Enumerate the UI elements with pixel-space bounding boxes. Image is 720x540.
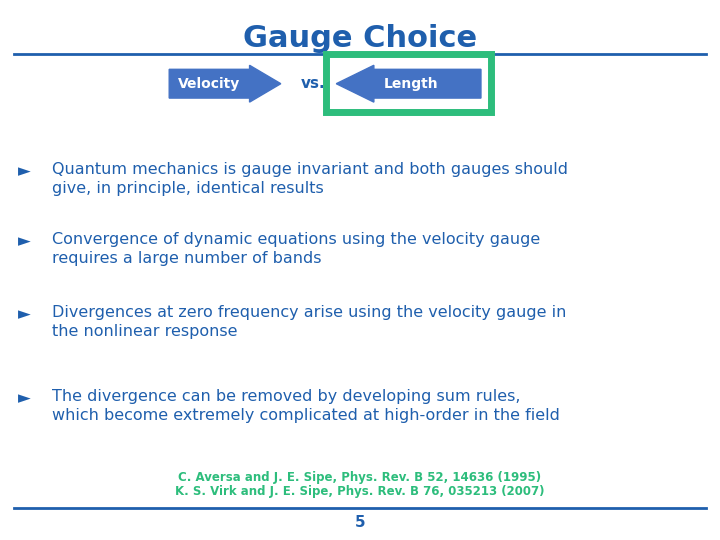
Text: ►: ► (18, 162, 31, 180)
Text: 5: 5 (355, 515, 365, 530)
Text: ►: ► (18, 389, 31, 407)
Text: ►: ► (18, 305, 31, 323)
FancyArrow shape (336, 65, 481, 102)
FancyArrow shape (169, 65, 281, 102)
Text: Length: Length (384, 77, 439, 91)
Text: The divergence can be removed by developing sum rules,
which become extremely co: The divergence can be removed by develop… (52, 389, 559, 423)
Text: Divergences at zero frequency arise using the velocity gauge in
the nonlinear re: Divergences at zero frequency arise usin… (52, 305, 566, 339)
Text: Quantum mechanics is gauge invariant and both gauges should
give, in principle, : Quantum mechanics is gauge invariant and… (52, 162, 568, 196)
Text: ►: ► (18, 232, 31, 250)
Text: Velocity: Velocity (179, 77, 240, 91)
Text: vs.: vs. (301, 76, 325, 91)
Text: Gauge Choice: Gauge Choice (243, 24, 477, 53)
Text: Convergence of dynamic equations using the velocity gauge
requires a large numbe: Convergence of dynamic equations using t… (52, 232, 540, 266)
Text: C. Aversa and J. E. Sipe, Phys. Rev. B 52, 14636 (1995): C. Aversa and J. E. Sipe, Phys. Rev. B 5… (179, 471, 541, 484)
Text: K. S. Virk and J. E. Sipe, Phys. Rev. B 76, 035213 (2007): K. S. Virk and J. E. Sipe, Phys. Rev. B … (175, 485, 545, 498)
